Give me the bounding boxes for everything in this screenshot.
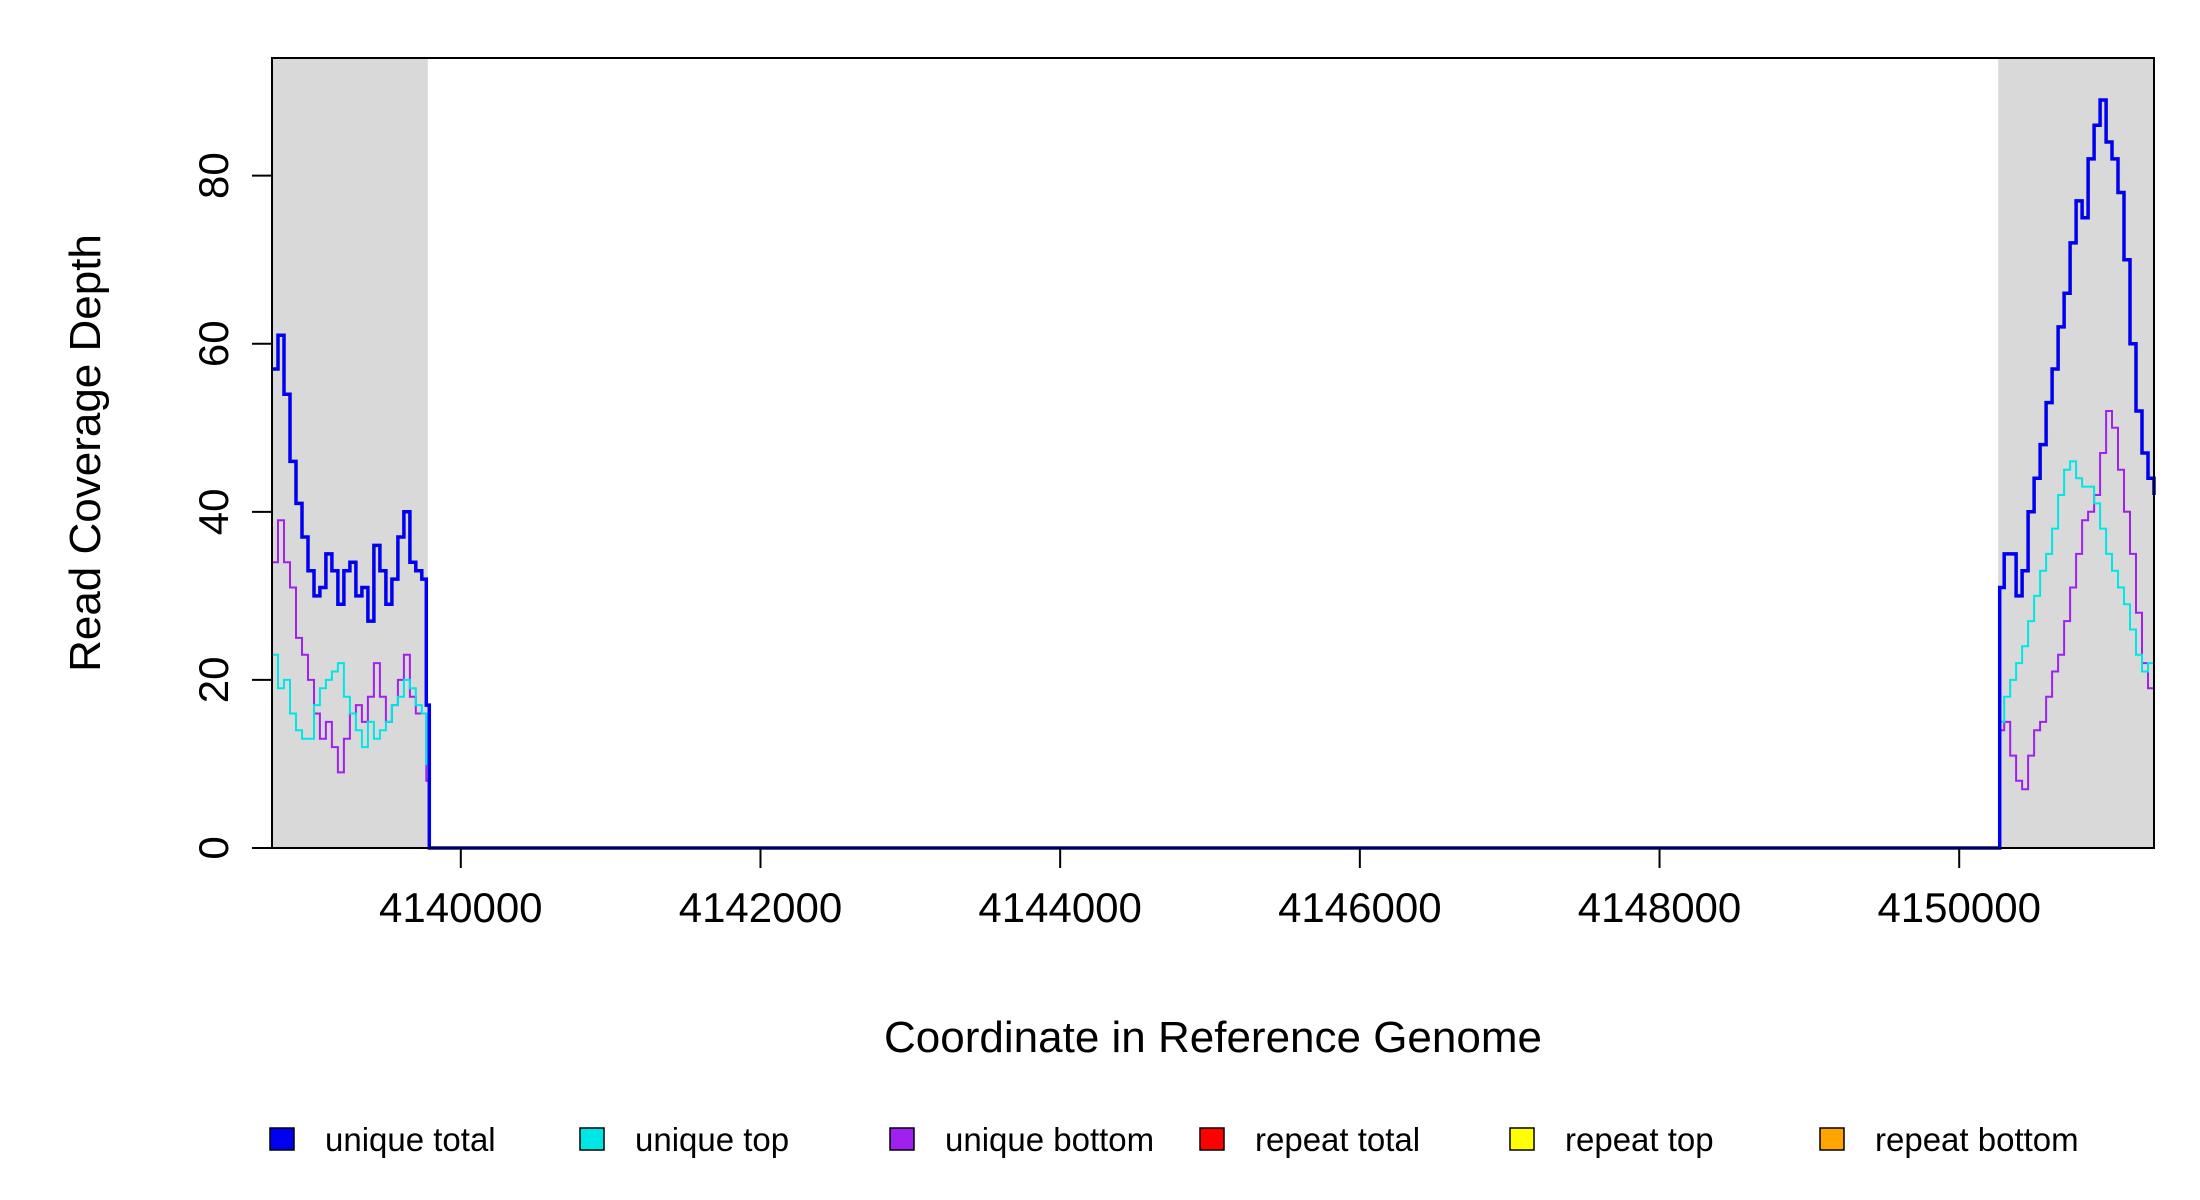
legend-swatch-unique-top bbox=[579, 1127, 605, 1151]
plot-frame bbox=[271, 57, 2155, 849]
legend-swatch-repeat-bottom bbox=[1819, 1127, 1845, 1151]
y-axis: 0 20 40 60 80 bbox=[190, 152, 273, 860]
legend-label-unique-bottom: unique bottom bbox=[945, 1121, 1154, 1158]
legend-swatch-repeat-top bbox=[1509, 1127, 1535, 1151]
x-tick-label: 4148000 bbox=[1578, 884, 1742, 931]
y-axis-title: Read Coverage Depth bbox=[61, 234, 110, 672]
x-axis: 4140000 4142000 4144000 4146000 4148000 41500… bbox=[379, 847, 2041, 931]
x-tick-label: 4144000 bbox=[978, 884, 1142, 931]
legend-label-repeat-bottom: repeat bottom bbox=[1875, 1121, 2079, 1158]
y-tick-label: 40 bbox=[190, 488, 237, 535]
legend-swatch-unique-total bbox=[269, 1127, 295, 1151]
legend: unique total unique top unique bottom repea… bbox=[269, 1121, 2079, 1158]
legend-swatch-repeat-total bbox=[1199, 1127, 1225, 1151]
y-tick-label: 60 bbox=[190, 320, 237, 367]
y-tick-label: 20 bbox=[190, 657, 237, 704]
y-tick-label: 0 bbox=[190, 836, 237, 859]
x-tick-label: 4140000 bbox=[379, 884, 543, 931]
x-axis-title: Coordinate in Reference Genome bbox=[884, 1013, 1542, 1062]
legend-label-unique-total: unique total bbox=[325, 1121, 496, 1158]
y-tick-label: 80 bbox=[190, 152, 237, 199]
x-tick-label: 4146000 bbox=[1278, 884, 1442, 931]
legend-label-repeat-total: repeat total bbox=[1255, 1121, 1420, 1158]
series-line-unique-total bbox=[272, 98, 2156, 850]
shaded-region-2 bbox=[1998, 58, 2154, 848]
shaded-regions bbox=[272, 58, 2154, 848]
series-line-unique-top bbox=[272, 460, 2155, 849]
series-lines bbox=[272, 98, 2156, 850]
series-line-unique-bottom bbox=[272, 410, 2155, 849]
x-tick-label: 4142000 bbox=[679, 884, 843, 931]
x-tick-label: 4150000 bbox=[1877, 884, 2041, 931]
legend-swatch-unique-bottom bbox=[889, 1127, 915, 1151]
legend-label-unique-top: unique top bbox=[635, 1121, 789, 1158]
legend-label-repeat-top: repeat top bbox=[1565, 1121, 1714, 1158]
